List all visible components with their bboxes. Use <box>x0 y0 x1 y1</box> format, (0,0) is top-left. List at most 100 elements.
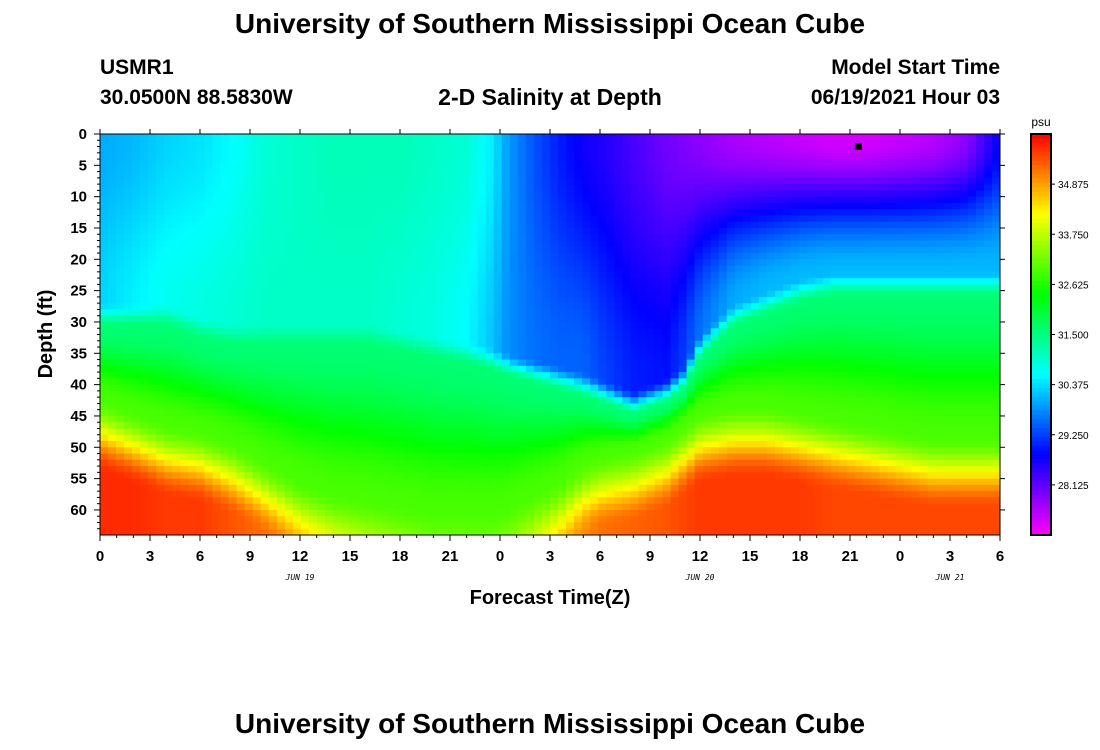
heatmap-cell <box>397 196 406 204</box>
heatmap-cell <box>590 441 599 448</box>
heatmap-cell <box>662 347 672 354</box>
heatmap-cell <box>180 171 189 179</box>
heatmap-cell <box>381 290 390 298</box>
heatmap-cell <box>236 215 246 223</box>
heatmap-cell <box>638 146 648 154</box>
heatmap-cell <box>284 177 294 185</box>
heatmap-cell <box>517 422 527 430</box>
heatmap-cell <box>244 334 254 342</box>
heatmap-cell <box>389 441 398 448</box>
heatmap-cell <box>501 321 511 329</box>
heatmap-cell <box>413 528 423 535</box>
heatmap-cell <box>292 190 302 198</box>
heatmap-cell <box>445 353 455 361</box>
heatmap-cell <box>670 409 680 417</box>
heatmap-cell <box>670 428 680 436</box>
heatmap-cell <box>614 146 623 154</box>
heatmap-cell <box>654 190 664 198</box>
heatmap-cell <box>533 409 543 417</box>
heatmap-cell <box>501 478 511 486</box>
heatmap-cell <box>164 372 173 379</box>
heatmap-cell <box>333 528 342 535</box>
heatmap-cell <box>453 196 463 204</box>
heatmap-cell <box>389 334 398 342</box>
heatmap-cell <box>678 340 688 348</box>
heatmap-cell <box>316 491 326 499</box>
heatmap-cell <box>574 165 583 173</box>
heatmap-cell <box>638 384 648 392</box>
heatmap-cell <box>316 328 326 336</box>
heatmap-cell <box>606 184 615 191</box>
heatmap-cell <box>469 321 479 329</box>
heatmap-cell <box>244 484 254 492</box>
heatmap-cell <box>477 146 487 154</box>
heatmap-cell <box>365 140 374 148</box>
heatmap-cell <box>220 253 230 260</box>
heatmap-cell <box>292 390 302 398</box>
heatmap-cell <box>550 221 559 229</box>
heatmap-cell <box>180 434 189 442</box>
heatmap-cell <box>445 372 455 379</box>
heatmap-cell <box>325 347 334 354</box>
heatmap-cell <box>558 215 567 223</box>
heatmap-cell <box>413 328 423 336</box>
heatmap-cell <box>140 359 149 367</box>
heatmap-cell <box>590 434 599 442</box>
heatmap-cell <box>228 459 238 467</box>
heatmap-cell <box>566 196 575 204</box>
heatmap-cell <box>453 447 463 455</box>
heatmap-cell <box>164 227 173 235</box>
heatmap-cell <box>252 165 262 173</box>
heatmap-cell <box>180 516 189 524</box>
heatmap-cell <box>694 140 704 148</box>
heatmap-cell <box>702 497 712 505</box>
heatmap-cell <box>445 378 455 386</box>
heatmap-cell <box>204 253 214 260</box>
heatmap-cell <box>164 528 173 535</box>
heatmap-cell <box>694 209 704 217</box>
heatmap-cell <box>662 271 672 279</box>
heatmap-cell <box>196 497 206 505</box>
heatmap-cell <box>710 509 720 517</box>
heatmap-cell <box>373 190 382 198</box>
heatmap-cell <box>509 321 519 329</box>
heatmap-cell <box>582 384 591 392</box>
heatmap-cell <box>678 459 688 467</box>
heatmap-cell <box>686 497 696 505</box>
heatmap-cell <box>413 227 423 235</box>
heatmap-cell <box>525 134 535 141</box>
heatmap-cell <box>477 196 487 204</box>
heatmap-cell <box>694 215 704 223</box>
heatmap-cell <box>533 478 543 486</box>
heatmap-cell <box>646 372 656 379</box>
heatmap-cell <box>533 415 543 423</box>
heatmap-cell <box>244 221 254 229</box>
heatmap-cell <box>638 159 648 166</box>
heatmap-cell <box>638 165 648 173</box>
heatmap-cell <box>453 340 463 348</box>
heatmap-cell <box>389 509 398 517</box>
heatmap-cell <box>325 459 334 467</box>
heatmap-cell <box>172 240 181 248</box>
heatmap-cell <box>533 434 543 442</box>
heatmap-cell <box>509 271 519 279</box>
heatmap-cell <box>541 177 551 185</box>
heatmap-cell <box>397 334 406 342</box>
heatmap-cell <box>453 384 463 392</box>
heatmap-cell <box>574 290 583 298</box>
heatmap-cell <box>582 165 591 173</box>
heatmap-cell <box>100 434 109 442</box>
heatmap-cell <box>501 365 511 373</box>
heatmap-cell <box>116 290 125 298</box>
heatmap-cell <box>276 441 286 448</box>
heatmap-cell <box>228 372 238 379</box>
heatmap-cell <box>284 215 294 223</box>
heatmap-cell <box>116 284 125 292</box>
heatmap-cell <box>260 221 270 229</box>
heatmap-cell <box>373 340 382 348</box>
heatmap-cell <box>308 378 318 386</box>
heatmap-cell <box>300 196 310 204</box>
heatmap-cell <box>228 478 238 486</box>
heatmap-cell <box>461 359 471 367</box>
heatmap-cell <box>501 516 511 524</box>
